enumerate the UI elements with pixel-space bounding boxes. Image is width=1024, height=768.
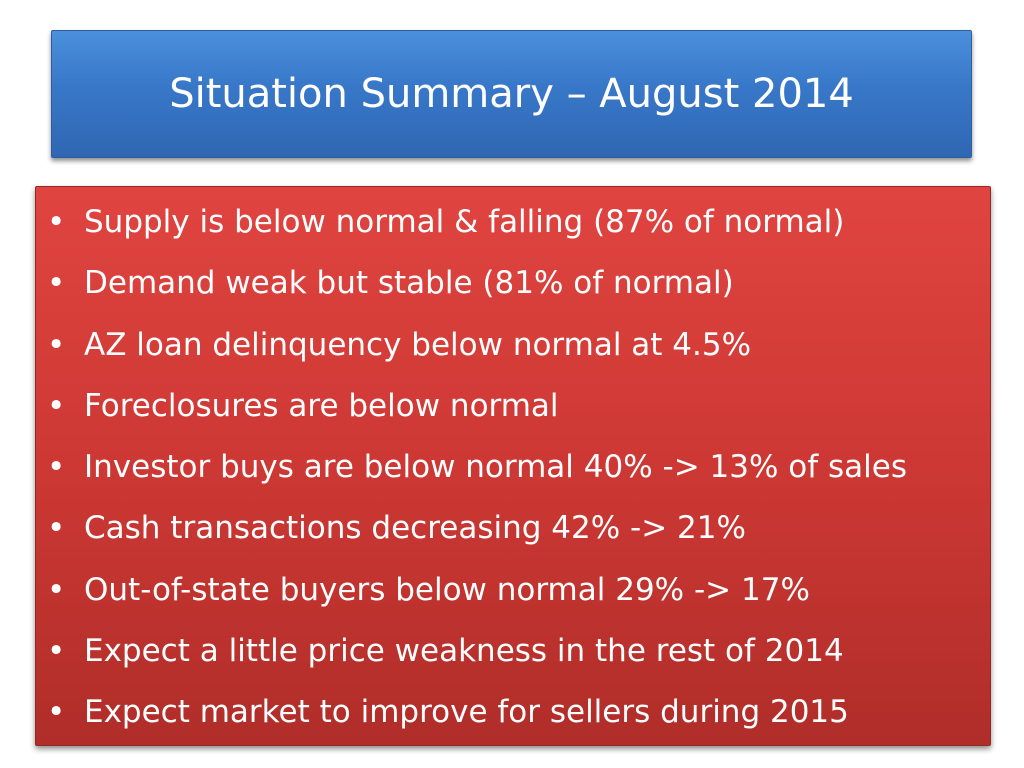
bullet-icon: •	[47, 265, 66, 302]
bullet-icon: •	[47, 204, 66, 240]
bullet-item: • Expect market to improve for sellers d…	[36, 689, 990, 750]
bullet-text: Demand weak but stable (81% of normal)	[84, 265, 734, 302]
bullet-item: • Supply is below normal & falling (87% …	[36, 199, 990, 260]
bullet-icon: •	[47, 510, 66, 547]
bullet-text: Supply is below normal & falling (87% of…	[84, 204, 845, 240]
bullet-text: AZ loan delinquency below normal at 4.5%	[84, 326, 752, 363]
bullet-text: Expect a little price weakness in the re…	[84, 633, 844, 670]
bullet-icon: •	[47, 387, 66, 424]
bullet-text: Investor buys are below normal 40% -> 13…	[84, 449, 907, 486]
bullet-icon: •	[47, 571, 66, 608]
bullet-list: • Supply is below normal & falling (87% …	[36, 199, 990, 751]
bullet-icon: •	[47, 326, 66, 363]
bullet-icon: •	[47, 633, 66, 670]
bullet-item: • Out-of-state buyers below normal 29% -…	[36, 567, 990, 628]
bullet-item: • Cash transactions decreasing 42% -> 21…	[36, 505, 990, 566]
content-box: • Supply is below normal & falling (87% …	[35, 186, 991, 746]
bullet-item: • Demand weak but stable (81% of normal)	[36, 260, 990, 321]
bullet-text: Cash transactions decreasing 42% -> 21%	[84, 510, 746, 547]
bullet-text: Out-of-state buyers below normal 29% -> …	[84, 571, 810, 608]
bullet-item: • Investor buys are below normal 40% -> …	[36, 444, 990, 505]
bullet-icon: •	[47, 694, 66, 731]
bullet-icon: •	[47, 449, 66, 486]
bullet-item: • Expect a little price weakness in the …	[36, 628, 990, 689]
bullet-item: • AZ loan delinquency below normal at 4.…	[36, 322, 990, 383]
bullet-text: Foreclosures are below normal	[84, 387, 559, 424]
title-box: Situation Summary – August 2014	[51, 30, 972, 158]
bullet-item: • Foreclosures are below normal	[36, 383, 990, 444]
slide-title: Situation Summary – August 2014	[169, 71, 854, 117]
bullet-text: Expect market to improve for sellers dur…	[84, 694, 849, 731]
